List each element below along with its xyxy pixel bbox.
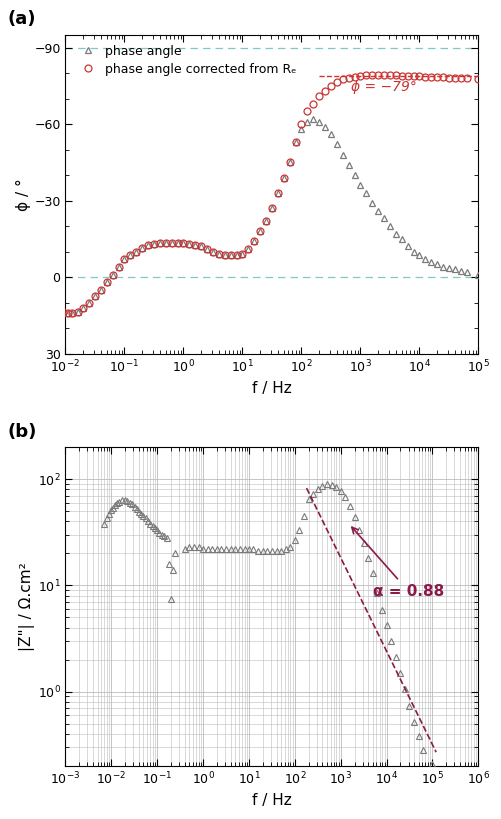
phase angle (65, 308, 71, 318)
phase angle corrected from Rₑ (116, 262, 122, 272)
X-axis label: f / Hz: f / Hz (252, 793, 292, 808)
phase angle (328, 129, 334, 139)
phase angle (475, 269, 481, 279)
Y-axis label: ϕ / °: ϕ / ° (17, 178, 32, 210)
Y-axis label: |Z"| / Ω.cm²: |Z"| / Ω.cm² (19, 562, 35, 651)
Text: (a): (a) (8, 11, 36, 29)
Line: phase angle: phase angle (53, 115, 482, 316)
phase angle (198, 242, 204, 251)
phase angle corrected from Rₑ (340, 75, 346, 84)
phase angle corrected from Rₑ (446, 73, 452, 83)
phase angle corrected from Rₑ (198, 242, 204, 251)
Text: α = 0.88: α = 0.88 (352, 527, 444, 599)
phase angle (346, 160, 352, 170)
phase angle corrected from Rₑ (322, 86, 328, 96)
phase angle corrected from Rₑ (369, 70, 375, 79)
phase angle corrected from Rₑ (65, 308, 71, 318)
Text: ϕ = −79°: ϕ = −79° (351, 80, 417, 94)
Text: (b): (b) (8, 423, 37, 441)
X-axis label: f / Hz: f / Hz (252, 381, 292, 396)
phase angle corrected from Rₑ (53, 305, 59, 315)
phase angle (446, 263, 452, 273)
Line: phase angle corrected from Rₑ: phase angle corrected from Rₑ (53, 71, 482, 316)
phase angle (53, 305, 59, 315)
Legend: phase angle, phase angle corrected from Rₑ: phase angle, phase angle corrected from … (72, 41, 301, 79)
phase angle corrected from Rₑ (475, 74, 481, 84)
phase angle (310, 114, 316, 124)
phase angle (293, 137, 299, 147)
phase angle corrected from Rₑ (293, 137, 299, 147)
phase angle (116, 262, 122, 272)
